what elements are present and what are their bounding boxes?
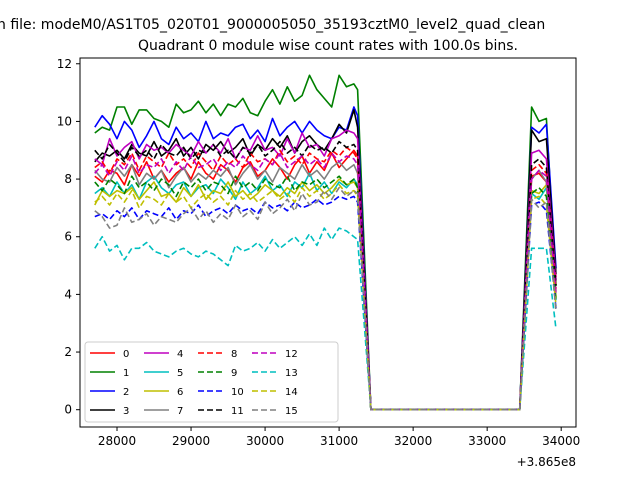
x-tick-label: 31000 xyxy=(320,434,358,448)
legend-label-12: 12 xyxy=(285,349,298,360)
legend-label-14: 14 xyxy=(285,387,298,398)
x-tick-label: 33000 xyxy=(468,434,506,448)
series-line-10 xyxy=(94,195,557,411)
legend-frame xyxy=(84,341,339,423)
series-line-13 xyxy=(94,227,557,411)
legend-label-10: 10 xyxy=(231,387,244,398)
legend-label-8: 8 xyxy=(231,349,237,360)
x-tick-label: 30000 xyxy=(246,434,284,448)
series-line-1 xyxy=(94,74,557,411)
legend-label-6: 6 xyxy=(177,387,183,398)
y-axis: 0 2 4 6 8 10 12 xyxy=(57,57,80,417)
legend-label-13: 13 xyxy=(285,368,298,379)
y-tick-label: 6 xyxy=(64,230,72,244)
legend-label-7: 7 xyxy=(177,406,183,417)
y-tick-label: 10 xyxy=(57,114,72,128)
chart-title: Quadrant 0 module wise count rates with … xyxy=(138,38,518,54)
legend-label-5: 5 xyxy=(177,368,183,379)
legend-label-0: 0 xyxy=(123,349,129,360)
figure-suptitle: n file: modeM0/AS1T05_020T01_9000005050_… xyxy=(0,17,545,33)
x-tick-label: 28000 xyxy=(98,434,136,448)
y-tick-label: 8 xyxy=(64,172,72,186)
series-line-0 xyxy=(94,149,557,411)
series-line-14 xyxy=(94,184,557,411)
y-tick-label: 4 xyxy=(64,287,72,301)
legend-label-11: 11 xyxy=(231,406,244,417)
plot-lines xyxy=(94,74,557,411)
y-tick-label: 12 xyxy=(57,57,72,71)
series-line-9 xyxy=(94,175,557,411)
legend-label-9: 9 xyxy=(231,368,237,379)
y-tick-label: 2 xyxy=(64,345,72,359)
legend-label-2: 2 xyxy=(123,387,129,398)
legend-label-1: 1 xyxy=(123,368,129,379)
legend-label-4: 4 xyxy=(177,349,183,360)
x-tick-label: 34000 xyxy=(542,434,580,448)
series-line-11 xyxy=(94,140,557,411)
legend-label-15: 15 xyxy=(285,406,298,417)
x-axis-offset-label: +3.865e8 xyxy=(517,455,576,469)
series-line-6 xyxy=(94,178,557,411)
series-line-2 xyxy=(94,106,557,411)
x-tick-label: 29000 xyxy=(172,434,210,448)
series-line-4 xyxy=(94,129,557,411)
series-line-15 xyxy=(94,186,557,411)
x-tick-label: 32000 xyxy=(394,434,432,448)
x-axis: 28000 29000 30000 31000 32000 33000 34000 xyxy=(98,427,580,448)
legend-label-3: 3 xyxy=(123,406,129,417)
series-line-12 xyxy=(94,152,557,411)
series-line-3 xyxy=(94,109,557,411)
axes-frame xyxy=(79,57,577,428)
y-tick-label: 0 xyxy=(64,403,72,417)
